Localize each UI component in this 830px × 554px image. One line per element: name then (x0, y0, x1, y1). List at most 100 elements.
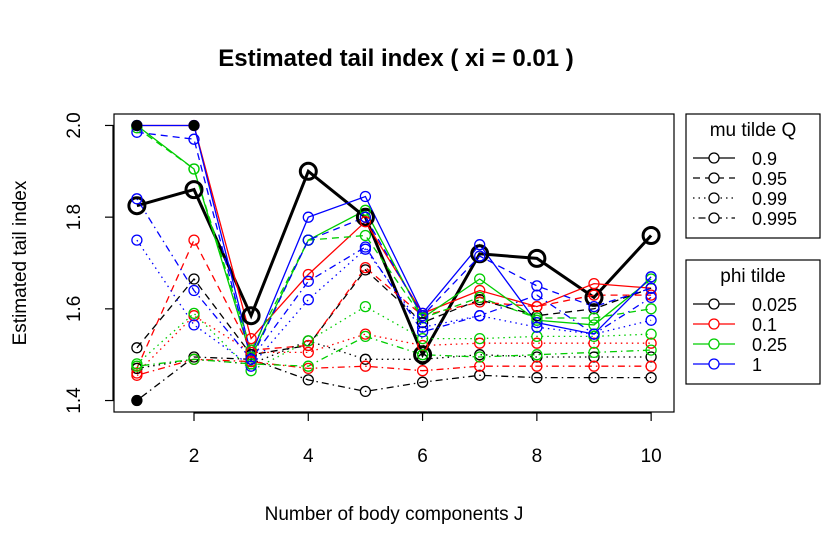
data-point-mu0.995-phi1-j9 (588, 328, 600, 340)
series-line-mu0.995-phi0.1 (136, 358, 652, 376)
data-point-mu0.99-phi0.1-j5 (359, 328, 372, 340)
legend-mu-box (685, 113, 821, 239)
data-point-mu0.995-phi0.25-j1 (131, 360, 143, 372)
legend-mu-marker-0.995 (708, 212, 720, 224)
data-point-mu0.99-phi0.025-j10 (645, 351, 657, 363)
legend-mu-label-0.995: 0.995 (752, 209, 797, 229)
data-point-mu0.99-phi1-j6 (416, 321, 429, 333)
plot-frame (113, 113, 675, 413)
x-axis-label: Number of body components J (265, 504, 524, 525)
data-point-mu0.995-phi0.25-j5 (359, 330, 372, 343)
data-point-mu0.99-phi0.025-j6 (416, 353, 429, 365)
data-point-mu0.95-phi0.025-j2 (188, 273, 200, 285)
data-point-mu0.9-phi0.1-j9 (588, 277, 600, 290)
data-point-mu0.95-phi1-j4 (302, 234, 314, 246)
data-point-mu0.99-phi0.25-j10 (645, 328, 657, 340)
data-point-mu0.95-phi1-j10 (645, 282, 657, 294)
data-point-mu0.99-phi1-j10 (645, 314, 657, 326)
data-point-mu0.995-phi0.025-j10 (645, 371, 657, 384)
chart-title: Estimated tail index ( xi = 0.01 ) (218, 45, 573, 72)
data-point-mu0.95-phi0.1-j7 (474, 296, 486, 308)
data-point-mu0.995-phi0.25-j6 (416, 349, 429, 361)
data-point-mu0.9-phi1-j8 (531, 316, 543, 329)
data-point-mu0.95-phi0.1-j8 (531, 300, 543, 313)
data-point-mu0.995-phi0.25-j9 (588, 346, 600, 359)
data-point-mu0.95-phi0.025-j7 (474, 294, 486, 306)
data-point-mu0.99-phi1-j1 (131, 234, 143, 246)
data-point-mu0.995-phi0.025-j9 (588, 371, 600, 384)
data-point-mu0.995-phi1-j4 (302, 275, 314, 287)
series-line-mu0.99-phi0.1 (136, 314, 652, 374)
data-point-mu0.995-phi0.1-j6 (416, 365, 429, 377)
series-line-mu0.95-phi1 (136, 131, 652, 362)
series-line-mu0.995-phi0.25 (136, 335, 652, 367)
legend-phi-label-0.025: 0.025 (752, 295, 797, 315)
data-point-mu0.9-phi0.025-j9 (584, 287, 604, 307)
data-point-mu0.9-phi0.025-j7 (470, 244, 490, 264)
y-axis: 1.4 1.6 1.8 2.0 (64, 112, 114, 414)
data-point-mu0.99-phi0.1-j8 (531, 337, 543, 349)
legend-mu-label-0.99: 0.99 (752, 189, 787, 209)
legend-mu-marker-0.99 (708, 192, 720, 204)
legend-mu-marker-0.9 (708, 152, 720, 164)
data-point-mu0.95-phi0.025-j1 (131, 342, 143, 354)
series-line-mu0.995-phi1 (136, 198, 652, 361)
data-point-mu0.995-phi0.25-j7 (474, 351, 486, 363)
data-point-mu0.995-phi1-j7 (474, 310, 486, 322)
data-point-mu0.995-phi0.1-j1 (131, 369, 143, 381)
data-point-mu0.95-phi0.25-j7 (474, 291, 486, 304)
data-point-mu0.9-phi0.025-j2 (184, 180, 204, 200)
data-point-mu0.99-phi0.25-j5 (359, 300, 372, 313)
data-point-mu0.99-phi0.25-j7 (474, 332, 486, 345)
data-point-mu0.99-phi0.1-j9 (588, 337, 600, 349)
data-point-mu0.95-phi0.1-j4 (302, 339, 314, 352)
data-point-mu0.995-phi1-j8 (531, 289, 543, 301)
series-line-mu0.95-phi0.025 (136, 268, 652, 356)
x-tick-label-6: 6 (417, 446, 428, 467)
legend-phi-label-0.25: 0.25 (752, 335, 787, 355)
series-line-mu0.99-phi0.25 (136, 305, 652, 372)
legend-mu-marker-0.95 (708, 172, 720, 184)
data-point-mu0.995-phi1-j1 (131, 193, 143, 205)
data-point-mu0.9-phi1-j10 (645, 271, 657, 283)
data-point-mu0.995-phi0.1-j5 (359, 360, 372, 372)
legend-mu-title: mu tilde Q (710, 120, 797, 141)
legend-phi-box (685, 259, 821, 385)
series-points (127, 119, 661, 407)
series-line-mu0.95-phi0.25 (136, 127, 652, 352)
data-point-mu0.995-phi0.25-j8 (531, 349, 543, 361)
x-tick-label-4: 4 (303, 446, 314, 467)
data-point-mu0.995-phi1-j5 (359, 241, 372, 253)
data-point-mu0.995-phi0.025-j4 (302, 374, 314, 386)
data-point-mu0.95-phi0.25-j5 (359, 229, 372, 242)
data-point-mu0.9-phi0.1-j4 (302, 268, 314, 281)
data-point-mu0.9-phi1-j4 (302, 211, 314, 223)
legend-phi-marker-0.025 (708, 298, 720, 310)
legend-phi-marker-1 (708, 358, 720, 370)
data-point-mu0.99-phi0.1-j6 (416, 339, 429, 352)
data-point-mu0.99-phi0.25-j4 (302, 335, 314, 347)
data-point-mu0.99-phi0.25-j6 (416, 332, 429, 345)
data-point-mu0.995-phi1-j10 (645, 291, 657, 304)
data-point-mu0.995-phi0.1-j7 (474, 360, 486, 372)
data-point-mu0.95-phi1-j8 (531, 280, 543, 292)
data-point-mu0.95-phi1-j2 (188, 133, 200, 145)
data-point-mu0.9-phi0.25-j5 (359, 204, 372, 216)
x-axis: 2 4 6 8 10 (189, 412, 662, 467)
data-point-mu0.995-phi0.1-j8 (531, 360, 543, 372)
y-tick-label-1.4: 1.4 (64, 387, 85, 414)
data-point-mu0.995-phi0.025-j8 (531, 371, 543, 384)
filled-point-2 (188, 119, 200, 131)
legend-mu-label-0.9: 0.9 (752, 149, 777, 169)
data-point-mu0.9-phi0.1-j3 (245, 332, 257, 345)
data-point-mu0.99-phi0.25-j3 (245, 365, 257, 377)
data-point-mu0.95-phi0.1-j9 (588, 289, 600, 301)
data-point-mu0.99-phi1-j2 (188, 319, 200, 331)
series-line-mu0.99-phi1 (136, 239, 652, 368)
data-point-mu0.9-phi0.025-j10 (641, 226, 661, 245)
legend-phi-marker-0.25 (708, 338, 720, 350)
data-point-mu0.9-phi0.1-j5 (359, 216, 372, 228)
data-point-mu0.995-phi0.025-j5 (359, 385, 372, 398)
